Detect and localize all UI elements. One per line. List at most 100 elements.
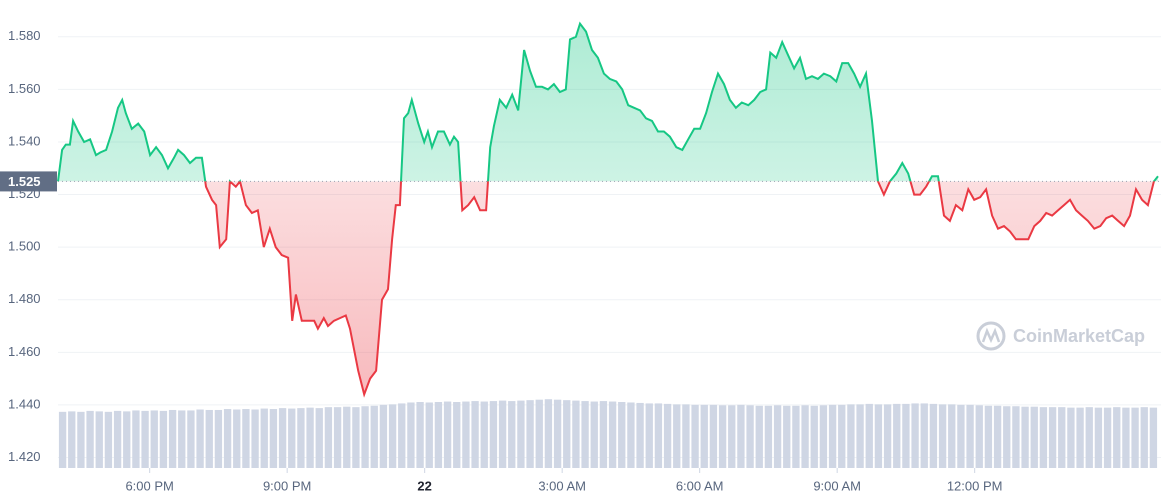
y-tick-label: 1.460 xyxy=(8,344,41,359)
volume-bar xyxy=(929,403,938,468)
volume-bar xyxy=(737,404,745,468)
volume-bar xyxy=(535,399,543,468)
volume-bar xyxy=(196,409,204,468)
volume-bar xyxy=(627,402,635,468)
volume-bar xyxy=(1058,407,1066,468)
x-tick-label: 12:00 PM xyxy=(947,478,1003,493)
volume-bar xyxy=(590,401,598,468)
volume-bar xyxy=(957,404,965,468)
volume-bar xyxy=(838,404,846,468)
volume-bar xyxy=(407,402,415,468)
volume-bar xyxy=(673,404,681,468)
volume-bar xyxy=(269,409,278,468)
volume-bar xyxy=(352,407,360,468)
volume-bar xyxy=(453,402,461,468)
areas xyxy=(58,23,1158,395)
baseline-label: 1.525 xyxy=(8,174,41,189)
volume-bar xyxy=(544,399,553,468)
volume-bar xyxy=(865,403,873,468)
baseline-label-box xyxy=(0,171,57,192)
volume-bar xyxy=(86,410,94,468)
volume-bar xyxy=(1131,407,1139,468)
volume-bar xyxy=(553,399,562,468)
volume-bar xyxy=(187,410,195,468)
volume-bar xyxy=(1067,407,1075,468)
volume-bar xyxy=(113,410,122,468)
volume-bar xyxy=(691,404,699,468)
volume-bar xyxy=(1094,407,1103,468)
volume-bar xyxy=(388,404,397,468)
volume-bar xyxy=(654,403,663,468)
x-tick-label: 9:00 PM xyxy=(263,478,311,493)
volume-bar xyxy=(599,401,608,468)
volume-bar xyxy=(425,402,433,468)
volume-bar xyxy=(141,410,149,468)
volume-bar xyxy=(1012,406,1020,468)
volume-bar xyxy=(508,401,516,468)
volume-bar xyxy=(517,400,525,468)
volume-bar xyxy=(480,401,488,468)
volume-bar xyxy=(938,404,947,468)
volume-bar xyxy=(95,411,103,468)
y-tick-label: 1.440 xyxy=(8,396,41,411)
volume-bar xyxy=(315,408,323,468)
volume-bar xyxy=(379,404,388,468)
y-tick-label: 1.500 xyxy=(8,239,41,254)
watermark-logo-mark xyxy=(981,327,1001,344)
volume-bar xyxy=(700,404,708,468)
volume-bar xyxy=(856,404,864,468)
volume-bar xyxy=(233,409,241,468)
x-tick-label: 6:00 PM xyxy=(125,478,173,493)
volume-bar xyxy=(828,404,837,468)
volume-bar xyxy=(920,403,928,468)
volume-bar xyxy=(874,404,883,468)
volume-bar xyxy=(178,410,186,468)
volume-bar xyxy=(902,403,910,468)
volume-bar xyxy=(416,402,424,468)
volume-bar xyxy=(68,411,76,468)
volume-bar xyxy=(58,411,67,468)
volume-bar xyxy=(260,408,268,468)
volume-bar xyxy=(168,409,177,468)
volume-bar xyxy=(636,402,644,468)
y-tick-label: 1.420 xyxy=(8,449,41,464)
volume-bar xyxy=(755,405,763,468)
volume-bar xyxy=(1021,406,1029,468)
volume-bar xyxy=(223,409,232,468)
volume-bar xyxy=(984,405,993,468)
volume-bar xyxy=(581,401,589,468)
volume-bar xyxy=(1085,407,1093,468)
volume-bar xyxy=(333,407,342,468)
volume-bar xyxy=(150,410,158,468)
volume-bar xyxy=(773,405,782,468)
volume-bar xyxy=(1122,407,1130,468)
volume-bar xyxy=(278,408,287,468)
grid xyxy=(58,36,1161,458)
volume-bar xyxy=(104,411,113,468)
volume-bar xyxy=(443,401,452,468)
volume-bar xyxy=(205,409,213,468)
volume-bar xyxy=(975,405,983,468)
x-tick-label: 9:00 AM xyxy=(813,478,861,493)
area-down xyxy=(58,181,1158,395)
volume-bar xyxy=(618,402,626,468)
price-line-down xyxy=(58,181,1156,398)
volume-bar xyxy=(563,400,571,468)
volume-bar xyxy=(361,406,369,468)
volume-bar xyxy=(159,410,168,468)
volume-bar xyxy=(810,405,818,468)
area-up xyxy=(58,23,1158,182)
volume-bar xyxy=(993,405,1002,468)
volume-bar xyxy=(526,400,534,468)
x-tick-label: 3:00 AM xyxy=(538,478,586,493)
volume-bar xyxy=(746,405,754,468)
y-tick-label: 1.540 xyxy=(8,133,41,148)
volume-bar xyxy=(306,407,314,468)
watermark-text: CoinMarketCap xyxy=(1013,326,1145,346)
volume-bar xyxy=(370,405,378,468)
volume-bar xyxy=(489,401,498,468)
volume-bar xyxy=(1076,407,1084,468)
volume-bar xyxy=(297,408,305,468)
